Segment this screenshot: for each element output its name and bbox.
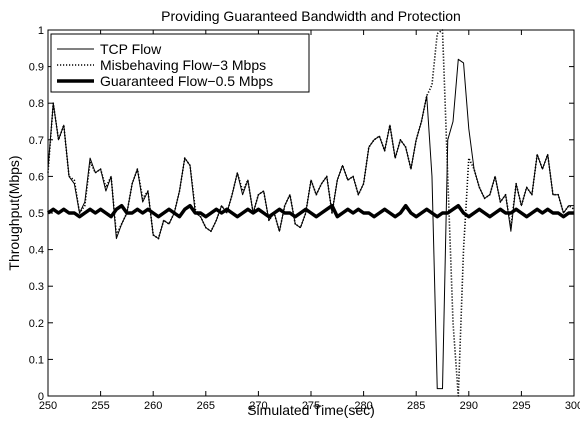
y-tick-label: 0.4	[29, 245, 44, 257]
y-tick-label: 0.7	[29, 135, 44, 147]
legend-label: Misbehaving Flow−3 Mbps	[100, 57, 266, 73]
x-axis: 250 255 260 265 270 275 280 285 290 295 300	[39, 30, 580, 412]
y-tick-label: 0.1	[29, 354, 44, 366]
plot-area: 250 255 260 265 270 275 280 285 290 295 300 0 0.1 0.…	[29, 25, 580, 412]
y-tick-label: 1	[38, 25, 44, 37]
x-tick-label: 295	[512, 400, 530, 412]
chart-title: Providing Guaranteed Bandwidth and Prote…	[161, 8, 461, 24]
y-tick-label: 0.5	[29, 208, 44, 220]
x-tick-label: 265	[197, 400, 215, 412]
x-tick-label: 250	[39, 400, 57, 412]
series-line-0	[47, 58, 574, 390]
x-tick-label: 255	[91, 400, 109, 412]
y-tick-label: 0.3	[29, 281, 44, 293]
y-tick-label: 0.9	[29, 62, 44, 74]
legend-label: TCP Flow	[100, 41, 162, 57]
y-tick-label: 0.6	[29, 171, 44, 183]
x-tick-label: 260	[144, 400, 162, 412]
x-tick-label: 270	[249, 400, 267, 412]
y-tick-label: 0.2	[29, 318, 44, 330]
legend-label: Guaranteed Flow−0.5 Mbps	[100, 73, 273, 89]
x-axis-title: Simulated Time(sec)	[247, 402, 375, 418]
series-layer	[47, 29, 575, 397]
series-line-2	[47, 203, 574, 219]
y-tick-label: 0.8	[29, 98, 44, 110]
x-tick-label: 275	[302, 400, 320, 412]
y-tick-label: 0	[38, 391, 44, 403]
x-tick-label: 285	[407, 400, 425, 412]
x-tick-label: 300	[565, 400, 580, 412]
y-axis-title: Throughput(Mbps)	[6, 155, 22, 270]
x-tick-label: 280	[354, 400, 372, 412]
y-axis: 0 0.1 0.2 0.3 0.4 0.5 0.6 0.7 0.8 0.9 1	[29, 25, 574, 403]
x-tick-label: 290	[460, 400, 478, 412]
